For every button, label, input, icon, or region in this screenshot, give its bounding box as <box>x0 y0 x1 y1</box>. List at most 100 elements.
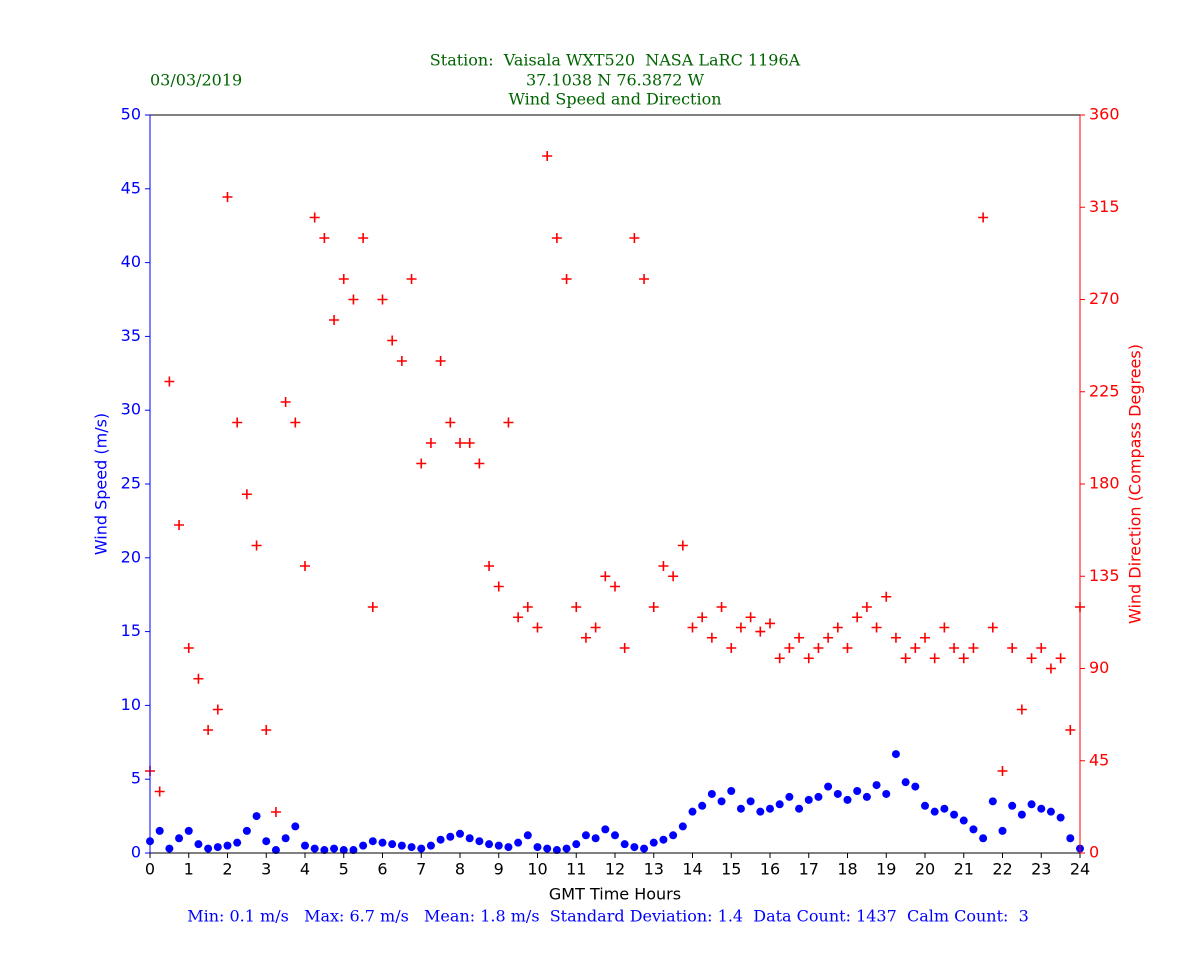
speed-point <box>1046 807 1055 816</box>
direction-point <box>968 643 979 653</box>
direction-point <box>1045 663 1056 674</box>
direction-point <box>406 274 417 284</box>
direction-point <box>794 632 805 643</box>
x-tick-label: 21 <box>954 860 974 879</box>
x-tick-label: 13 <box>644 860 664 879</box>
direction-point <box>619 643 630 653</box>
direction-point <box>513 612 524 623</box>
y-tick-label: 0 <box>131 843 141 862</box>
speed-point <box>678 822 687 831</box>
speed-point <box>824 782 833 791</box>
y2-tick-label: 315 <box>1089 197 1120 216</box>
direction-point <box>338 274 349 284</box>
speed-point <box>339 846 348 855</box>
direction-point <box>658 561 669 571</box>
direction-point <box>484 561 495 571</box>
speed-point <box>242 826 251 835</box>
direction-point <box>174 520 185 530</box>
speed-point <box>872 781 881 790</box>
speed-point <box>746 797 755 806</box>
y-tick-label: 25 <box>121 474 141 493</box>
direction-point <box>367 602 378 612</box>
direction-point <box>920 632 930 643</box>
speed-point <box>465 834 474 843</box>
direction-point <box>1036 643 1047 653</box>
y2-tick-label: 0 <box>1089 843 1099 862</box>
direction-point <box>232 417 243 428</box>
speed-point <box>359 841 368 850</box>
y-tick-label: 20 <box>121 547 141 566</box>
y2-tick-label: 360 <box>1089 105 1120 124</box>
direction-point <box>774 653 785 664</box>
speed-point <box>688 807 697 816</box>
speed-point <box>998 826 1007 835</box>
speed-point <box>717 797 726 806</box>
direction-point <box>823 632 834 643</box>
direction-point <box>803 653 814 664</box>
speed-point <box>707 789 716 798</box>
direction-point <box>1065 725 1076 735</box>
speed-point <box>514 838 523 847</box>
direction-point <box>910 643 921 653</box>
direction-point <box>290 417 301 428</box>
speed-point <box>397 841 406 850</box>
x-tick-label: 12 <box>605 860 625 879</box>
direction-point <box>949 643 960 653</box>
direction-point <box>687 622 698 633</box>
speed-point <box>795 804 804 813</box>
direction-point <box>183 643 194 653</box>
direction-point <box>300 561 310 571</box>
direction-point <box>677 540 688 551</box>
direction-point <box>668 571 679 582</box>
speed-point <box>921 801 929 810</box>
speed-point <box>766 804 774 813</box>
direction-point <box>396 356 407 366</box>
direction-point <box>377 294 388 305</box>
direction-point <box>222 192 233 202</box>
direction-point <box>726 643 737 653</box>
x-tick-label: 10 <box>527 860 547 879</box>
speed-point <box>853 787 862 796</box>
direction-point <box>261 725 272 735</box>
x-tick-label: 0 <box>145 860 155 879</box>
direction-point <box>522 602 533 612</box>
x-tick-label: 20 <box>915 860 935 879</box>
speed-point <box>494 841 503 850</box>
direction-point <box>561 274 572 284</box>
direction-point <box>890 632 901 643</box>
y-tick-label: 10 <box>121 695 141 714</box>
x-tick-label: 17 <box>799 860 819 879</box>
speed-point <box>262 837 271 846</box>
speed-point <box>378 838 387 847</box>
speed-point <box>649 838 658 847</box>
speed-point <box>426 841 435 850</box>
y2-tick-label: 135 <box>1089 566 1120 585</box>
direction-point <box>861 602 872 612</box>
x-tick-label: 3 <box>261 860 271 879</box>
speed-point <box>446 832 455 841</box>
direction-point <box>1007 643 1018 653</box>
direction-point <box>319 233 330 243</box>
speed-point <box>611 831 619 840</box>
speed-point <box>640 844 649 853</box>
direction-point <box>503 417 514 428</box>
y2-tick-label: 90 <box>1089 658 1109 677</box>
speed-point <box>727 787 736 796</box>
speed-point <box>833 789 842 798</box>
speed-point <box>901 778 910 787</box>
title-line: Station: Vaisala WXT520 NASA LaRC 1196A <box>430 51 801 70</box>
y-tick-label: 35 <box>121 326 141 345</box>
direction-point <box>716 602 727 612</box>
y-axis-label: Wind Speed (m/s) <box>92 413 111 555</box>
title-line: 37.1038 N 76.3872 W <box>526 71 705 90</box>
direction-point <box>455 438 465 448</box>
y-tick-label: 45 <box>121 178 141 197</box>
speed-point <box>1056 813 1065 822</box>
x-tick-label: 22 <box>992 860 1012 879</box>
direction-point <box>881 591 892 602</box>
direction-point <box>348 294 359 305</box>
direction-point <box>1016 704 1027 715</box>
direction-point <box>241 489 252 500</box>
direction-point <box>929 653 940 664</box>
speed-point <box>552 846 561 855</box>
